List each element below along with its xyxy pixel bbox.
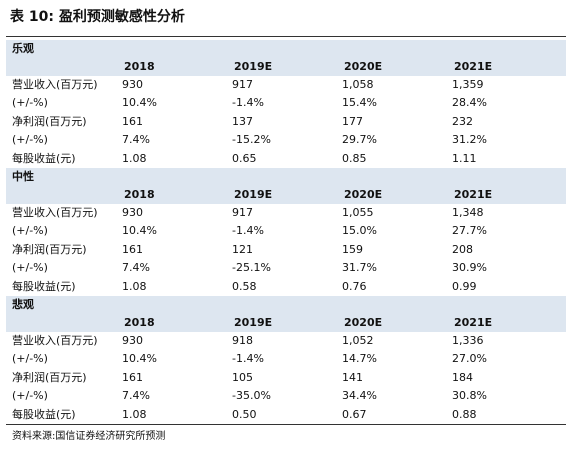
source: 资料来源:国信证券经济研究所预测 — [12, 431, 166, 442]
cell: 30.8% — [452, 389, 487, 403]
cell: 1.08 — [122, 407, 147, 421]
cell: 27.7% — [452, 224, 487, 238]
cell: -1.4% — [232, 352, 264, 366]
row-label: 营业收入(百万元) — [12, 206, 98, 219]
cell: 1.08 — [122, 279, 147, 293]
section-band — [6, 168, 566, 204]
cell: 1,055 — [342, 206, 374, 219]
cell: 31.2% — [452, 133, 487, 147]
top-rule — [6, 36, 566, 37]
title: 表 10: 盈利预测敏感性分析 — [10, 9, 185, 25]
section-name: 中性 — [12, 170, 34, 183]
cell: 29.7% — [342, 133, 377, 147]
cell: 917 — [232, 78, 253, 91]
cell: 10.4% — [122, 352, 157, 366]
cell: -1.4% — [232, 96, 264, 110]
cell: 1,058 — [342, 78, 374, 91]
column-header: 2020E — [344, 316, 383, 329]
row-label: (+/-%) — [12, 133, 48, 147]
cell: 930 — [122, 78, 143, 91]
column-header: 2018 — [124, 188, 155, 201]
cell: 137 — [232, 114, 253, 128]
section-band — [6, 296, 566, 332]
cell: 0.88 — [452, 407, 477, 421]
row-label: (+/-%) — [12, 96, 48, 110]
cell: -15.2% — [232, 133, 271, 147]
cell: 184 — [452, 370, 473, 384]
row-label: 净利润(百万元) — [12, 114, 87, 128]
cell: -1.4% — [232, 224, 264, 238]
cell: 14.7% — [342, 352, 377, 366]
cell: 34.4% — [342, 389, 377, 403]
row-label: 每股收益(元) — [12, 151, 76, 165]
cell: 1,348 — [452, 206, 484, 219]
cell: 917 — [232, 206, 253, 219]
row-label: (+/-%) — [12, 224, 48, 238]
cell: -35.0% — [232, 389, 271, 403]
cell: 15.4% — [342, 96, 377, 110]
column-header: 2019E — [234, 60, 273, 73]
cell: 0.67 — [342, 407, 367, 421]
column-header: 2018 — [124, 60, 155, 73]
cell: 141 — [342, 370, 363, 384]
column-header: 2021E — [454, 188, 493, 201]
cell: 159 — [342, 242, 363, 256]
row-label: 营业收入(百万元) — [12, 78, 98, 91]
cell: 1.08 — [122, 151, 147, 165]
cell: 31.7% — [342, 261, 377, 275]
row-label: 营业收入(百万元) — [12, 334, 98, 347]
cell: 7.4% — [122, 389, 150, 403]
column-header: 2019E — [234, 316, 273, 329]
bottom-rule — [6, 424, 566, 425]
row-label: 净利润(百万元) — [12, 370, 87, 384]
cell: 930 — [122, 334, 143, 347]
cell: 105 — [232, 370, 253, 384]
column-header: 2018 — [124, 316, 155, 329]
cell: 161 — [122, 370, 143, 384]
cell: 1,359 — [452, 78, 484, 91]
cell: 0.65 — [232, 151, 257, 165]
cell: 930 — [122, 206, 143, 219]
section-name: 乐观 — [12, 42, 34, 55]
cell: 0.85 — [342, 151, 367, 165]
cell: 7.4% — [122, 261, 150, 275]
section-band — [6, 40, 566, 76]
row-label: 净利润(百万元) — [12, 242, 87, 256]
cell: 161 — [122, 242, 143, 256]
row-label: (+/-%) — [12, 389, 48, 403]
cell: 7.4% — [122, 133, 150, 147]
cell: 1.11 — [452, 151, 477, 165]
cell: 0.50 — [232, 407, 257, 421]
cell: 0.99 — [452, 279, 477, 293]
cell: 177 — [342, 114, 363, 128]
cell: -25.1% — [232, 261, 271, 275]
cell: 161 — [122, 114, 143, 128]
row-label: 每股收益(元) — [12, 407, 76, 421]
cell: 918 — [232, 334, 253, 347]
cell: 232 — [452, 114, 473, 128]
cell: 10.4% — [122, 224, 157, 238]
column-header: 2019E — [234, 188, 273, 201]
row-label: 每股收益(元) — [12, 279, 76, 293]
cell: 121 — [232, 242, 253, 256]
row-label: (+/-%) — [12, 352, 48, 366]
column-header: 2020E — [344, 188, 383, 201]
cell: 1,052 — [342, 334, 374, 347]
column-header: 2020E — [344, 60, 383, 73]
cell: 0.58 — [232, 279, 257, 293]
cell: 28.4% — [452, 96, 487, 110]
column-header: 2021E — [454, 316, 493, 329]
section-name: 悲观 — [12, 298, 34, 311]
cell: 10.4% — [122, 96, 157, 110]
cell: 208 — [452, 242, 473, 256]
column-header: 2021E — [454, 60, 493, 73]
row-label: (+/-%) — [12, 261, 48, 275]
cell: 30.9% — [452, 261, 487, 275]
cell: 1,336 — [452, 334, 484, 347]
cell: 15.0% — [342, 224, 377, 238]
cell: 0.76 — [342, 279, 367, 293]
cell: 27.0% — [452, 352, 487, 366]
